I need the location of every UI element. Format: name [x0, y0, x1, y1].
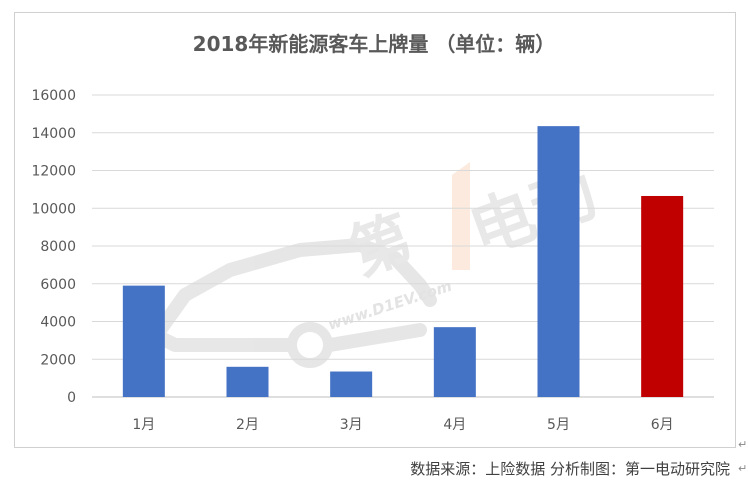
y-tick-label: 4000 — [40, 315, 76, 331]
y-tick-label: 6000 — [40, 277, 76, 293]
bar-5 — [537, 126, 580, 398]
y-tick-label: 0 — [67, 390, 76, 406]
bar-1 — [122, 285, 165, 397]
y-tick-label: 2000 — [40, 352, 76, 368]
bar-3 — [330, 371, 373, 397]
y-tick-label: 16000 — [31, 88, 76, 104]
watermark-url: www.D1EV.com — [326, 277, 454, 334]
bar-4 — [433, 327, 476, 397]
bar-2 — [226, 366, 269, 397]
paragraph-mark: ↵ — [738, 462, 748, 475]
x-tick-label: 5月 — [547, 417, 570, 433]
chart-title: 2018年新能源客车上牌量 （单位：辆） — [192, 32, 556, 56]
y-tick-label: 12000 — [31, 164, 76, 180]
x-tick-label: 4月 — [443, 417, 466, 433]
y-tick-label: 14000 — [31, 126, 76, 142]
source-note: 数据来源：上险数据 分析制图：第一电动研究院 — [410, 460, 730, 478]
x-tick-label: 3月 — [340, 417, 363, 433]
bar-6 — [641, 195, 684, 397]
y-tick-label: 10000 — [31, 201, 76, 217]
watermark-brand-char: 电动 — [460, 157, 606, 270]
x-tick-label: 1月 — [132, 417, 155, 433]
x-tick-label: 6月 — [651, 417, 674, 433]
paragraph-mark: ↵ — [738, 438, 748, 451]
y-tick-label: 8000 — [40, 239, 76, 255]
x-tick-label: 2月 — [236, 417, 259, 433]
